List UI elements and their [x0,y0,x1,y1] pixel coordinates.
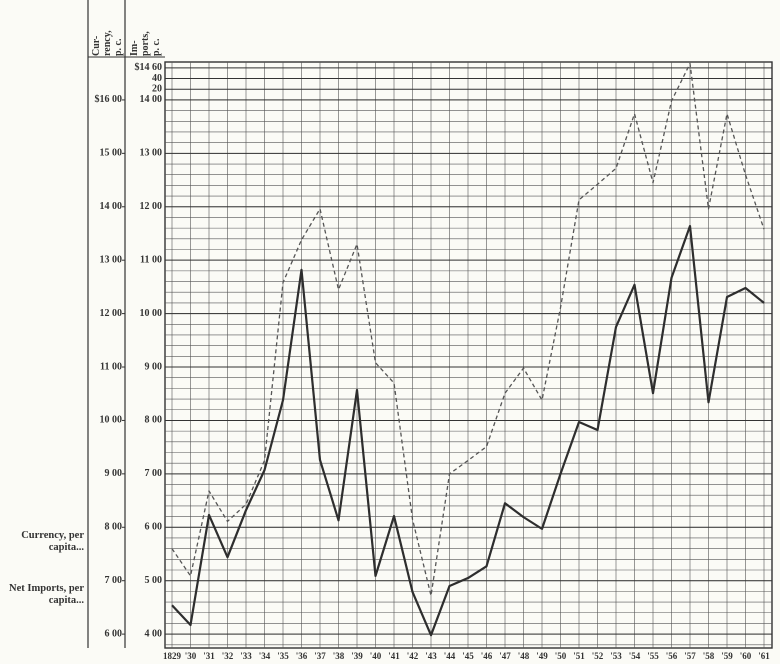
x-tick-label: '34 [259,651,271,661]
y-tick-label: $16 00 [95,94,123,105]
x-tick-label: '52 [592,651,604,661]
x-tick-label: '37 [314,651,326,661]
x-tick-label: '30 [185,651,197,661]
legend-entry: Currency, per capita... [21,530,84,553]
y2-tick-label: 13 00 [140,148,163,159]
y-axis-title: Cur- rency, p. c. [91,30,124,56]
x-tick-label: '57 [684,651,696,661]
y2-tick-label: 10 00 [140,308,163,319]
y2-tick-label: 14 00 [140,94,163,105]
y-tick-label: 15 00 [100,148,123,159]
y-tick-label: 10 00 [100,415,123,426]
x-tick-label: '54 [629,651,641,661]
x-tick-label: '38 [333,651,345,661]
x-tick-label: '47 [499,651,511,661]
series-line [171,224,765,637]
x-tick-label: '40 [370,651,382,661]
x-tick-label: '48 [518,651,530,661]
x-tick-label: '41 [388,651,400,661]
x-tick-label: '32 [222,651,234,661]
x-tick-label: '61 [758,651,770,661]
x-tick-label: '42 [407,651,419,661]
legend-entry: Net Imports, per capita... [9,583,84,606]
y-tick-label: 7 00 [105,575,123,586]
x-tick-label: '45 [462,651,474,661]
y2-tick-label: 9 00 [145,361,163,372]
x-tick-label: '59 [721,651,733,661]
y2-tick-label: 11 00 [140,254,162,265]
x-tick-label: '50 [555,651,567,661]
y-tick-label: 12 00 [100,308,123,319]
x-tick-label: '46 [481,651,493,661]
y2-tick-label: 20 [152,84,162,95]
y-tick-label: 6 00 [105,628,123,639]
plot-frame [164,61,773,649]
x-tick-label: '53 [610,651,622,661]
x-tick-label: 1829 [163,651,182,661]
y2-tick-label: 12 00 [140,201,163,212]
x-tick-label: '56 [666,651,678,661]
x-tick-label: '39 [351,651,363,661]
y2-axis-title: Im- ports, p. c. [129,31,162,56]
y2-tick-label: $14 60 [135,62,163,73]
x-tick-label: '49 [536,651,548,661]
x-tick-label: '35 [277,651,289,661]
y-tick-label: 13 00 [100,254,123,265]
y-tick-label: 8 00 [105,522,123,533]
series-line [171,62,765,597]
x-tick-label: '44 [444,651,456,661]
x-tick-label: '51 [573,651,585,661]
y-tick-label: 11 00 [100,361,122,372]
y2-tick-label: 5 00 [145,575,163,586]
y2-tick-label: 4 00 [145,628,163,639]
x-tick-label: '43 [425,651,437,661]
x-tick-label: '36 [296,651,308,661]
y2-tick-label: 7 00 [145,468,163,479]
y-tick-label: 9 00 [105,468,123,479]
y2-tick-label: 8 00 [145,415,163,426]
y2-tick-label: 40 [152,73,162,84]
x-tick-label: '58 [703,651,715,661]
y2-tick-label: 6 00 [145,522,163,533]
x-tick-label: '31 [203,651,215,661]
y-tick-label: 14 00 [100,201,123,212]
x-tick-label: '55 [647,651,659,661]
x-tick-label: '33 [240,651,252,661]
x-tick-label: '60 [740,651,752,661]
